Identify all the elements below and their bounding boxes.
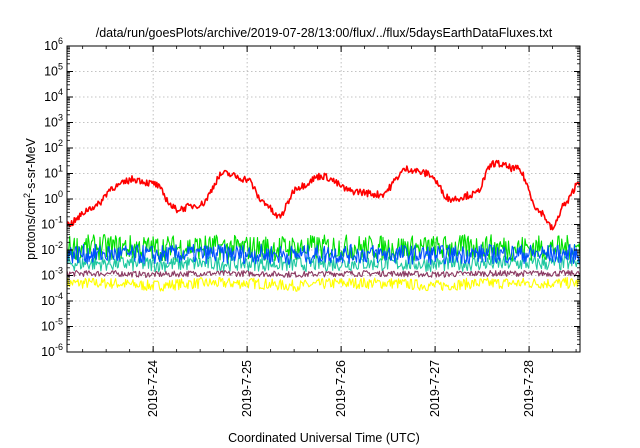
x-tick-label: 2019-7-28	[522, 360, 536, 417]
series-line-2	[67, 269, 580, 278]
y-axis-label-text: protons/cm2-s-sr-MeV	[22, 137, 38, 259]
y-tick-label: 106	[44, 36, 63, 53]
grid	[67, 46, 580, 352]
y-tick-label: 102	[44, 138, 63, 155]
y-axis-label: protons/cm2-s-sr-MeV	[22, 137, 38, 259]
series-line-1	[67, 277, 580, 292]
y-tick-label: 10-6	[41, 342, 63, 359]
x-axis-label: Coordinated Universal Time (UTC)	[228, 431, 420, 445]
series-line-3	[67, 255, 580, 273]
series-layer	[67, 159, 580, 292]
y-tick-label: 103	[44, 113, 63, 130]
x-tick-label: 2019-7-25	[240, 360, 254, 417]
y-tick-label: 100	[44, 189, 63, 206]
y-tick-label: 10-5	[41, 317, 63, 334]
y-tick-label: 101	[44, 164, 63, 181]
ticks: 10-6 10-5 10-4 10-3 10-2 10-1 100 101 102 103 104 1…	[41, 36, 580, 417]
series-line-5	[67, 243, 580, 265]
x-tick-label: 2019-7-24	[146, 360, 160, 417]
x-tick-label: 2019-7-27	[428, 360, 442, 417]
x-tick-label: 2019-7-26	[334, 360, 348, 417]
y-tick-label: 10-4	[41, 291, 63, 308]
y-tick-label: 10-2	[41, 240, 63, 257]
y-tick-label: 10-3	[41, 266, 63, 283]
y-tick-label: 105	[44, 62, 63, 79]
series-line-6	[67, 159, 580, 231]
chart-title: /data/run/goesPlots/archive/2019-07-28/1…	[96, 26, 553, 40]
y-tick-label: 104	[44, 87, 63, 104]
y-tick-label: 10-1	[41, 215, 63, 232]
